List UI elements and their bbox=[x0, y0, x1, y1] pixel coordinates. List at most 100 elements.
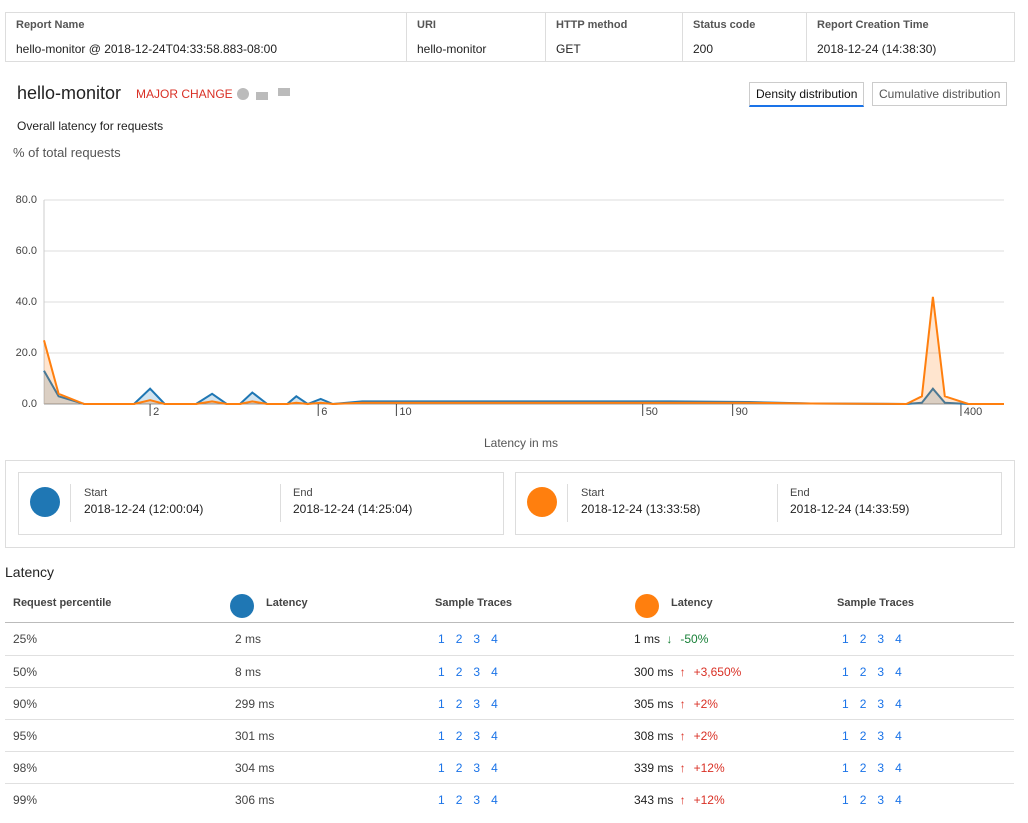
trace-link[interactable]: 2 bbox=[455, 665, 463, 679]
table-row: 90% 299 ms 1 2 3 4 305 ms ↑ +2% 1 2 3 4 bbox=[5, 687, 1014, 720]
header-divider bbox=[5, 622, 1014, 623]
trace-link[interactable]: 3 bbox=[877, 697, 885, 711]
trace-link[interactable]: 3 bbox=[877, 632, 885, 646]
trace-link[interactable]: 1 bbox=[842, 665, 849, 679]
trace-link[interactable]: 4 bbox=[491, 793, 498, 807]
y-tick-label: 0.0 bbox=[22, 398, 37, 410]
latency-b: 1 ms bbox=[634, 632, 661, 646]
trace-link[interactable]: 3 bbox=[473, 793, 481, 807]
trace-link[interactable]: 3 bbox=[473, 729, 481, 743]
latency-b: 308 ms bbox=[634, 729, 674, 743]
trace-link[interactable]: 1 bbox=[438, 761, 445, 775]
trace-link[interactable]: 3 bbox=[877, 729, 885, 743]
trace-link[interactable]: 2 bbox=[455, 761, 463, 775]
feedback-icons bbox=[237, 88, 290, 100]
range-panel bbox=[5, 460, 1015, 548]
latency-a: 8 ms bbox=[235, 665, 262, 679]
trace-link[interactable]: 4 bbox=[491, 729, 498, 743]
series-area bbox=[44, 370, 1004, 404]
series-swatch bbox=[635, 594, 659, 618]
trace-link[interactable]: 4 bbox=[895, 632, 902, 646]
end-value: 2018-12-24 (14:25:04) bbox=[293, 502, 413, 516]
trace-link[interactable]: 1 bbox=[842, 729, 849, 743]
change-arrow: ↓ bbox=[666, 632, 673, 646]
trace-link[interactable]: 3 bbox=[473, 761, 481, 775]
trace-link[interactable]: 4 bbox=[491, 632, 498, 646]
trace-link[interactable]: 2 bbox=[859, 729, 867, 743]
trace-link[interactable]: 4 bbox=[895, 697, 902, 711]
trace-link[interactable]: 1 bbox=[842, 632, 849, 646]
trace-link[interactable]: 3 bbox=[877, 761, 885, 775]
trace-link[interactable]: 3 bbox=[473, 697, 481, 711]
trace-link[interactable]: 4 bbox=[895, 729, 902, 743]
trace-link[interactable]: 4 bbox=[491, 697, 498, 711]
trace-link[interactable]: 1 bbox=[842, 761, 849, 775]
status-badge: MAJOR CHANGE bbox=[136, 87, 233, 101]
trace-link[interactable]: 2 bbox=[455, 632, 463, 646]
percentile: 99% bbox=[13, 793, 38, 807]
header-column: Status code 200 bbox=[682, 13, 807, 61]
column-header: Latency bbox=[671, 597, 713, 609]
change-value: +2% bbox=[693, 729, 718, 743]
trace-link[interactable]: 2 bbox=[859, 632, 867, 646]
end-value: 2018-12-24 (14:33:59) bbox=[790, 502, 910, 516]
divider bbox=[280, 484, 281, 522]
trace-link[interactable]: 2 bbox=[859, 761, 867, 775]
trace-link[interactable]: 1 bbox=[842, 793, 849, 807]
header-column: HTTP method GET bbox=[545, 13, 683, 61]
x-tick-label: 50 bbox=[646, 406, 658, 418]
trace-link[interactable]: 2 bbox=[859, 697, 867, 711]
trace-link[interactable]: 1 bbox=[438, 632, 445, 646]
tab-density[interactable]: Density distribution bbox=[749, 82, 865, 107]
trace-link[interactable]: 2 bbox=[455, 793, 463, 807]
x-tick-label: 400 bbox=[964, 406, 982, 418]
report-header: Report Name hello-monitor @ 2018-12-24T04… bbox=[5, 12, 1015, 62]
chart: 0.0 20.0 40.0 60.0 80.0 2 6 10 50 90 400 bbox=[16, 194, 1004, 418]
trace-link[interactable]: 4 bbox=[491, 665, 498, 679]
column-header: Request percentile bbox=[13, 597, 112, 609]
latency-a: 299 ms bbox=[235, 697, 275, 711]
help-icon[interactable] bbox=[237, 88, 249, 100]
x-tick-label: 90 bbox=[736, 406, 748, 418]
trace-link[interactable]: 1 bbox=[438, 793, 445, 807]
trace-link[interactable]: 1 bbox=[842, 697, 849, 711]
trace-link[interactable]: 2 bbox=[859, 793, 867, 807]
trace-link[interactable]: 3 bbox=[877, 793, 885, 807]
trace-link[interactable]: 3 bbox=[473, 632, 481, 646]
trace-link[interactable]: 3 bbox=[473, 665, 481, 679]
tab-cumulative[interactable]: Cumulative distribution bbox=[872, 82, 1008, 106]
trace-link[interactable]: 3 bbox=[877, 665, 885, 679]
trace-link[interactable]: 2 bbox=[455, 697, 463, 711]
trace-link[interactable]: 4 bbox=[895, 761, 902, 775]
percentile: 50% bbox=[13, 665, 38, 679]
latency-title: Latency bbox=[5, 564, 55, 580]
header-value: hello-monitor @ 2018-12-24T04:33:58.883-… bbox=[16, 42, 278, 56]
trace-link[interactable]: 2 bbox=[455, 729, 463, 743]
trace-link[interactable]: 4 bbox=[895, 665, 902, 679]
thumb-up-icon[interactable] bbox=[256, 92, 268, 100]
table-row: 98% 304 ms 1 2 3 4 339 ms ↑ +12% 1 2 3 4 bbox=[5, 751, 1014, 784]
series-swatch bbox=[527, 487, 557, 517]
header-value: GET bbox=[556, 42, 581, 56]
trace-link[interactable]: 2 bbox=[859, 665, 867, 679]
trace-link[interactable]: 1 bbox=[438, 697, 445, 711]
series-line bbox=[43, 370, 1004, 406]
trace-link[interactable]: 1 bbox=[438, 665, 445, 679]
table-row: 50% 8 ms 1 2 3 4 300 ms ↑ +3,650% 1 2 3 4 bbox=[5, 655, 1014, 688]
latency-b: 305 ms bbox=[634, 697, 674, 711]
thumb-down-icon[interactable] bbox=[278, 88, 290, 96]
trace-link[interactable]: 4 bbox=[491, 761, 498, 775]
trace-link[interactable]: 1 bbox=[438, 729, 445, 743]
trace-link[interactable]: 4 bbox=[895, 793, 902, 807]
